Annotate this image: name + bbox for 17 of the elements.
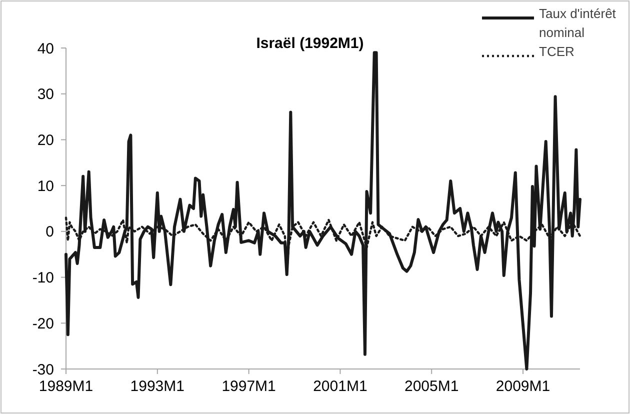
x-tick-label: 2001M1 (313, 378, 368, 395)
legend-label: TCER (539, 44, 574, 59)
y-tick-label: 40 (37, 40, 54, 58)
y-tick-label: 20 (37, 132, 54, 149)
x-tick-label: 1989M1 (38, 378, 94, 395)
y-tick-label: 10 (37, 178, 54, 195)
y-tick-label: -10 (32, 270, 54, 287)
x-tick-label: 2005M1 (404, 378, 459, 395)
x-tick-label: 2009M1 (496, 378, 550, 395)
legend-label: Taux d'intérêt nominal (539, 6, 616, 40)
y-tick-label: 0 (46, 224, 54, 241)
x-tick-label: 1997M1 (222, 378, 276, 395)
y-tick-label: -20 (32, 315, 54, 332)
y-tick-label: -30 (32, 361, 54, 378)
x-tick-label: 1993M1 (130, 378, 185, 395)
chart-title: Israël (1992M1) (256, 35, 364, 52)
y-tick-label: 30 (37, 86, 54, 104)
